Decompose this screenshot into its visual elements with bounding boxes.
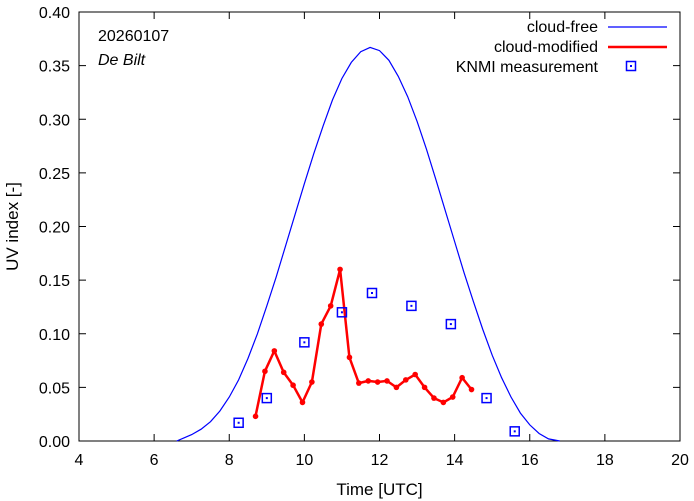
knmi-measurement-point [481,392,492,404]
cloud-modified-point [365,378,372,384]
cloud-modified-point [459,374,465,381]
cloud-modified-point [280,369,287,376]
knmi-measurement-point [233,417,244,429]
legend-label-cloud-modified: cloud-modified [494,39,598,56]
plot-frame [78,11,681,442]
y-tick-label: 0.00 [39,434,70,451]
x-tick-label: 12 [371,452,389,469]
y-tick-label: 0.30 [39,112,70,129]
cloud-modified-point [374,379,381,385]
x-axis-label: Time [UTC] [336,480,422,499]
legend: cloud-free cloud-modified KNMI measureme… [456,19,667,76]
x-tick-label: 20 [671,452,689,469]
knmi-measurement-point-dot [237,421,240,424]
cloud-modified-point [262,368,268,375]
cloud-modified-point [346,354,353,361]
knmi-measurement-point [336,307,348,318]
cloud-modified-point [440,399,447,406]
cloud-modified-point [356,380,362,386]
legend-marker-knmi-dot [630,65,632,67]
date-annotation: 20260107 [98,28,169,45]
knmi-measurement-point [261,392,273,404]
knmi-measurement-point-dot [449,323,452,326]
y-tick-label: 0.05 [39,380,70,397]
series-cloud-free-line [176,46,560,442]
legend-label-knmi: KNMI measurement [456,59,599,76]
knmi-measurement-point-dot [303,341,306,344]
cloud-modified-point [449,394,456,400]
x-tick-label: 14 [446,452,464,469]
series-cloud-modified-line [254,268,473,417]
cloud-modified-point [412,371,418,378]
cloud-modified-point [252,413,259,420]
cloud-modified-point [309,379,315,385]
y-tick-label: 0.25 [39,166,70,183]
cloud-modified-point [431,395,437,401]
y-tick-labels: 0.00 0.05 0.10 0.15 0.20 0.25 0.30 0.35 0.40 [39,5,70,451]
legend-marker-knmi [625,60,637,72]
knmi-measurement-point [509,426,520,437]
knmi-measurement-point [445,318,457,330]
y-tick-label: 0.15 [39,273,70,290]
y-tick-label: 0.40 [39,5,70,22]
cloud-modified-point [299,399,306,406]
y-tick-label: 0.20 [39,220,70,237]
knmi-measurement-point-dot [513,430,516,433]
cloud-modified-point [384,378,390,384]
knmi-measurement-point [299,337,310,348]
y-axis-label: UV index [-] [3,182,22,271]
x-tick-label: 10 [295,452,313,469]
knmi-measurement-point [366,287,378,299]
station-annotation: De Bilt [98,52,146,69]
knmi-measurement-point-dot [265,397,268,400]
cloud-modified-point [393,384,400,391]
x-tick-labels: 4 6 8 10 12 14 16 18 20 [75,452,689,469]
x-tick-label: 6 [150,452,159,469]
series-layer [176,46,560,442]
knmi-measurement-point [406,300,417,312]
y-tick-label: 0.35 [39,59,70,76]
knmi-measurement-point-dot [340,311,343,314]
cloud-modified-point [290,382,296,389]
legend-label-cloud-free: cloud-free [527,19,598,36]
axis-ticks [78,11,681,442]
x-tick-label: 18 [596,452,614,469]
x-tick-label: 8 [225,452,234,469]
cloud-modified-point [468,386,475,393]
x-tick-label: 16 [521,452,539,469]
cloud-modified-point [327,303,334,309]
cloud-modified-point [402,377,409,383]
cloud-modified-point [337,266,343,273]
knmi-measurement-point-dot [370,291,373,294]
knmi-measurement-point-dot [410,304,413,307]
y-tick-label: 0.10 [39,327,70,344]
cloud-modified-point [271,348,278,354]
x-tick-label: 4 [75,452,84,469]
knmi-measurement-point-dot [485,397,488,400]
cloud-modified-point [318,321,325,327]
cloud-modified-point [421,384,428,391]
